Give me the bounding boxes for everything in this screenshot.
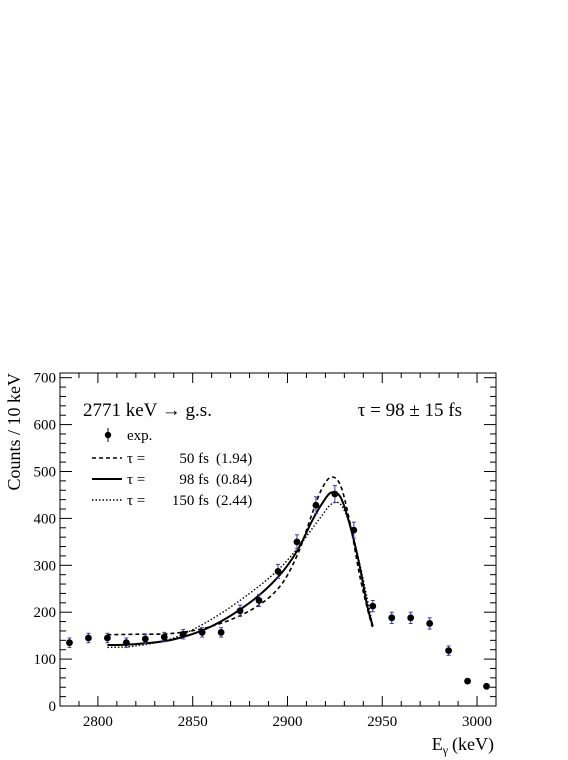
lifetime-label: τ = 98 ± 15 fs <box>358 400 462 421</box>
data-point <box>445 645 453 656</box>
plot-frame <box>59 372 497 707</box>
y-tick-label: 600 <box>34 418 57 434</box>
data-point <box>388 611 396 624</box>
data-point <box>85 632 92 644</box>
data-marker <box>274 567 282 575</box>
x-tick-label: 2900 <box>272 714 302 730</box>
data-point <box>483 682 490 690</box>
data-point <box>293 534 301 550</box>
data-point <box>217 627 225 638</box>
data-marker <box>388 614 396 622</box>
legend-item-150fs: τ = 150 fs (2.44) <box>92 493 252 509</box>
y-tick-label: 300 <box>34 558 57 574</box>
x-tick-label: 3000 <box>462 714 492 730</box>
y-tick-label: 400 <box>34 511 57 527</box>
data-marker <box>331 490 339 498</box>
legend-tau-50fs: τ = <box>127 451 145 467</box>
y-tick-label: 0 <box>49 699 57 715</box>
x-axis-title-unit: (keV) <box>452 734 494 755</box>
data-marker <box>85 634 92 642</box>
curve-dotted <box>107 501 374 649</box>
data-marker <box>160 633 168 641</box>
x-axis-title: Eγ (keV) <box>432 734 494 757</box>
data-point <box>312 496 320 515</box>
data-point <box>274 563 282 579</box>
data-point <box>236 604 244 617</box>
legend-chi2-50fs: (1.94) <box>216 451 252 467</box>
legend: exp. τ = 50 fs (1.94) τ = 98 fs (0.84) τ… <box>92 428 252 509</box>
data-marker <box>198 628 206 636</box>
x-tick-label: 2850 <box>178 714 208 730</box>
data-marker <box>122 639 130 647</box>
legend-item-98fs: τ = 98 fs (0.84) <box>92 472 252 488</box>
axes: 2800 2850 2900 2950 3000 0 100 200 300 400 500 600 7… <box>34 371 497 730</box>
x-axis-title-sub: γ <box>442 743 449 757</box>
x-tick-label: 2800 <box>83 714 113 730</box>
data-marker <box>255 597 263 604</box>
data-marker <box>426 620 434 627</box>
data-marker <box>179 630 187 638</box>
data-point <box>103 632 111 644</box>
data-marker <box>293 538 301 546</box>
data-point <box>141 633 149 645</box>
legend-value-98fs: 98 fs <box>179 472 209 488</box>
data-point <box>464 677 471 685</box>
data-marker <box>312 501 320 509</box>
legend-item-50fs: τ = 50 fs (1.94) <box>92 451 252 467</box>
data-point <box>369 599 377 613</box>
curve-solid <box>107 491 374 647</box>
y-tick-label: 100 <box>34 652 57 668</box>
y-tick-label: 700 <box>34 371 57 387</box>
legend-value-150fs: 150 fs <box>172 493 209 509</box>
data-point <box>331 485 339 503</box>
data-point <box>426 617 434 630</box>
data-marker <box>350 526 358 534</box>
x-tick-label: 2950 <box>367 714 397 730</box>
data-marker <box>445 647 453 655</box>
legend-tau-98fs: τ = <box>127 472 145 488</box>
data-marker <box>236 607 244 615</box>
legend-item-experimental: exp. <box>104 428 152 444</box>
data-point <box>198 627 206 638</box>
data-point <box>350 521 358 539</box>
y-tick-label: 500 <box>34 464 57 480</box>
data-marker <box>141 635 149 643</box>
y-tick-label: 200 <box>34 605 57 621</box>
data-point <box>255 593 263 608</box>
legend-tau-150fs: τ = <box>127 493 145 509</box>
legend-label-exp: exp. <box>127 428 152 444</box>
legend-marker <box>104 431 112 439</box>
legend-value-50fs: 50 fs <box>179 451 209 467</box>
legend-chi2-150fs: (2.44) <box>216 493 252 509</box>
data-point <box>179 629 187 640</box>
data-marker <box>103 634 111 642</box>
data-point <box>160 631 168 643</box>
data-marker <box>66 639 73 647</box>
data-marker <box>217 628 225 636</box>
x-axis-title-main: E <box>432 734 443 754</box>
data-marker <box>483 682 490 690</box>
data-point <box>122 637 130 648</box>
data-marker <box>407 614 415 622</box>
y-axis-title: Counts / 10 keV <box>4 373 24 491</box>
data-marker <box>464 677 471 685</box>
transition-label: 2771 keV → g.s. <box>83 400 212 421</box>
data-point <box>66 637 73 648</box>
data-point <box>407 611 415 624</box>
data-marker <box>369 602 377 610</box>
experimental-points <box>66 485 490 690</box>
legend-chi2-98fs: (0.84) <box>216 472 252 488</box>
